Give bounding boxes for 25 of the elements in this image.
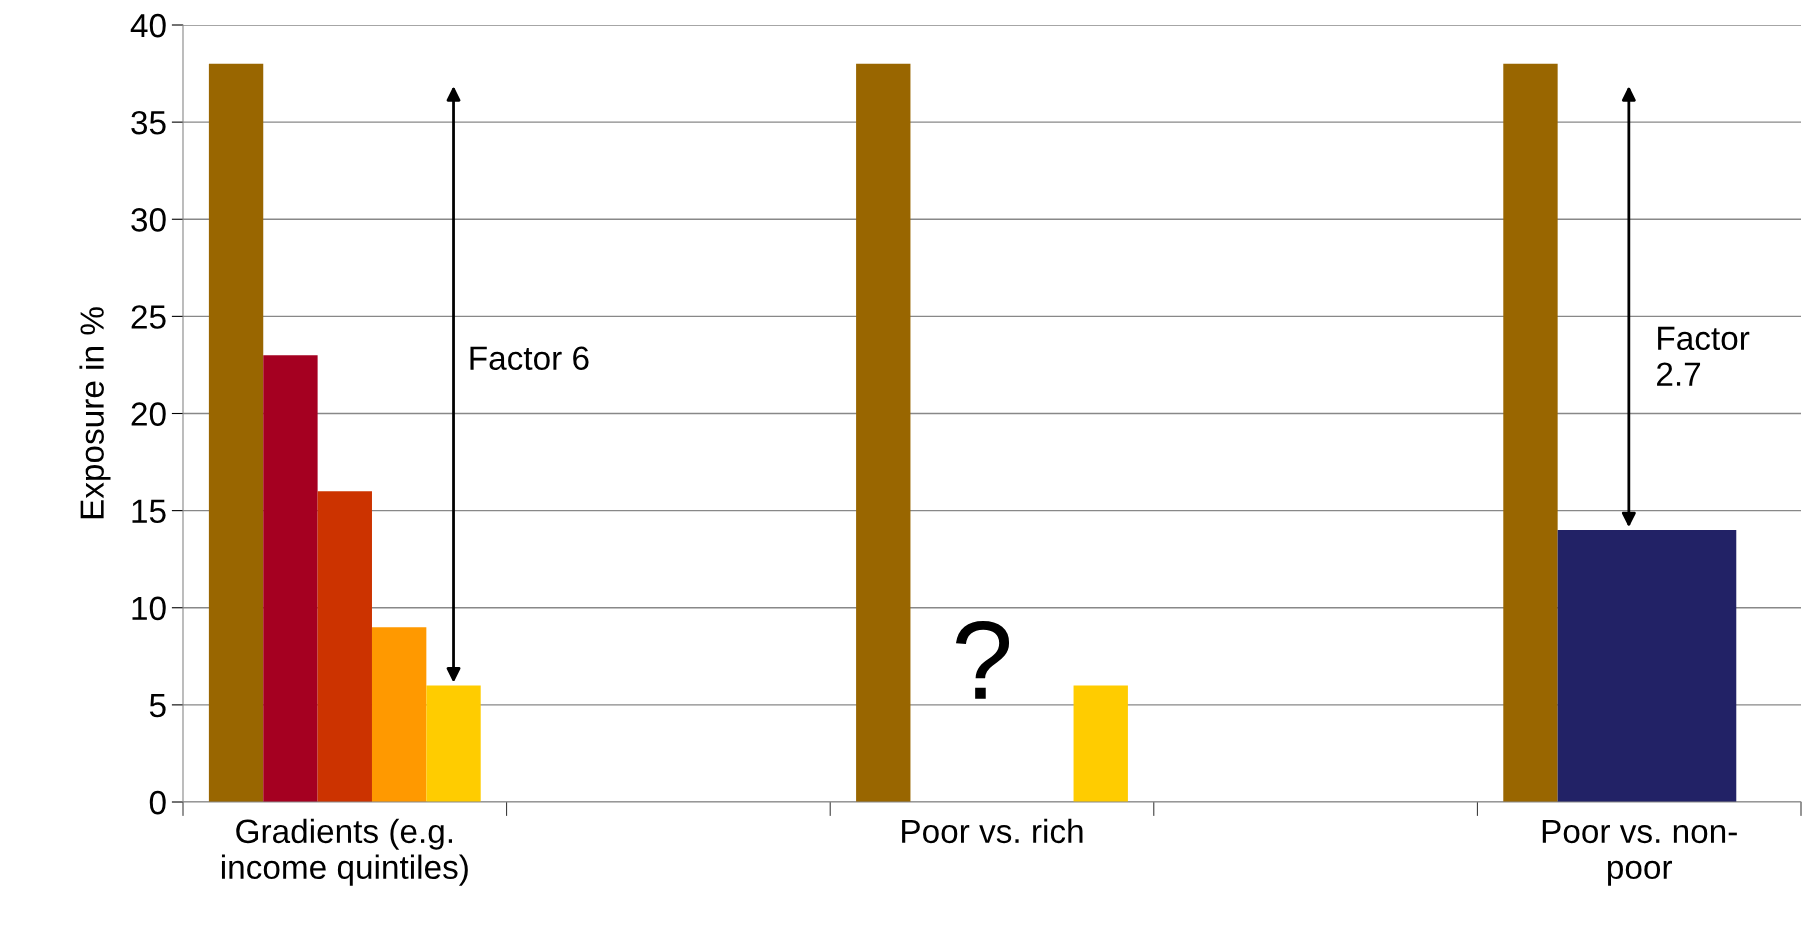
y-tick-label: 5 bbox=[149, 694, 166, 718]
bar bbox=[856, 63, 911, 802]
bar bbox=[1557, 530, 1737, 802]
y-tick-label: 40 bbox=[130, 13, 166, 38]
x-tick-label: Gradients (e.g. income quintiles) bbox=[221, 818, 468, 886]
bar bbox=[208, 63, 264, 802]
annotation: Factor 6 bbox=[470, 346, 589, 370]
y-tick-label: 25 bbox=[131, 305, 166, 329]
x-tick-label: Poor vs. non- poor bbox=[1542, 819, 1737, 886]
bar bbox=[1503, 63, 1558, 802]
bar bbox=[426, 685, 481, 802]
bar bbox=[371, 627, 427, 802]
annotation: Factor 2.7 bbox=[1657, 326, 1750, 386]
y-axis-title: Exposure in % bbox=[79, 307, 111, 519]
y-tick-label: 10 bbox=[132, 596, 166, 621]
y-tick-label: 30 bbox=[131, 208, 166, 232]
bar bbox=[1073, 685, 1128, 802]
y-tick-label: 35 bbox=[131, 110, 166, 135]
annotation: ? bbox=[955, 621, 1010, 699]
bar bbox=[263, 355, 318, 802]
y-tick-label: 20 bbox=[131, 402, 166, 426]
bar bbox=[317, 491, 372, 802]
x-tick-label: Poor vs. rich bbox=[902, 818, 1083, 844]
y-tick-label: 15 bbox=[132, 499, 166, 524]
y-tick-label: 0 bbox=[149, 790, 166, 815]
